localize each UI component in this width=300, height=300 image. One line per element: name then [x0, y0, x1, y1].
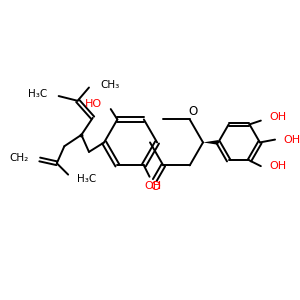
Text: H₃C: H₃C	[28, 89, 47, 99]
Text: CH₂: CH₂	[9, 153, 28, 163]
Text: OH: OH	[269, 112, 286, 122]
Text: CH₃: CH₃	[100, 80, 120, 90]
Text: OH: OH	[284, 135, 300, 145]
Text: OH: OH	[145, 181, 162, 191]
Text: OH: OH	[269, 161, 286, 171]
Text: H₃C: H₃C	[77, 174, 96, 184]
Polygon shape	[203, 140, 218, 145]
Text: HO: HO	[85, 99, 102, 109]
Text: O: O	[150, 180, 160, 193]
Text: O: O	[188, 105, 197, 119]
